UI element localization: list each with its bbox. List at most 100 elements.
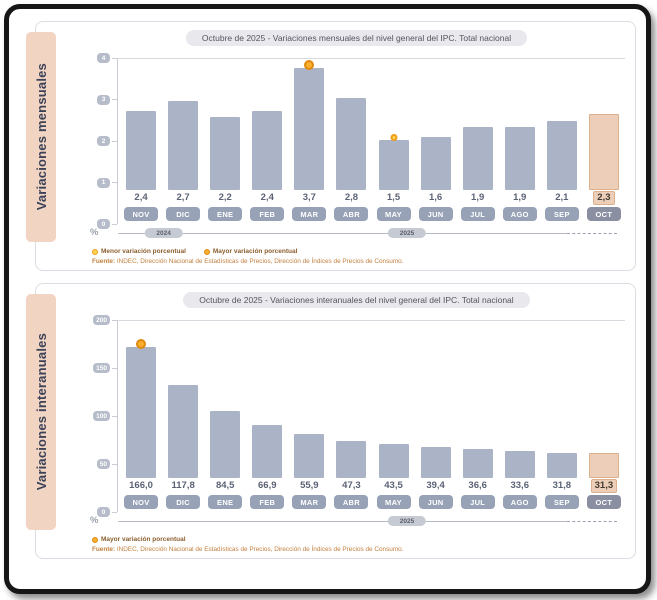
bar (294, 60, 325, 190)
bar (462, 449, 493, 478)
bar-zone (501, 320, 539, 478)
bar (378, 134, 409, 190)
bar-zone (585, 58, 623, 190)
chart-title: Octubre de 2025 - Variaciones interanual… (183, 292, 530, 308)
bar-value-label: 2,8 (344, 192, 359, 203)
bar (420, 137, 451, 190)
monthly-ipc-chart-panel: Variaciones mensuales Octubre de 2025 - … (26, 21, 636, 271)
y-tick-label: 150 (93, 363, 110, 373)
bar-zone (375, 320, 413, 478)
bar-zone (206, 320, 244, 478)
month-badge: MAR (292, 495, 327, 509)
bar-column: 2,2 ENE (206, 58, 244, 221)
bar (126, 111, 157, 190)
bar-zone (501, 58, 539, 190)
bar-zone (459, 58, 497, 190)
bar-value-label: 2,4 (260, 192, 274, 203)
sidebar-label: Variaciones interanuales (33, 333, 49, 491)
bar (588, 114, 619, 190)
bar-column: 2,4 NOV (122, 58, 160, 221)
bar-value-label: 31,8 (552, 480, 572, 491)
month-badge: ENE (208, 495, 243, 509)
bar-zone (122, 320, 160, 478)
y-tick-mark (112, 367, 117, 369)
legend-item: Mayor variación porcentual (203, 248, 297, 255)
y-tick-label: 2 (97, 136, 110, 146)
month-badge: NOV (124, 495, 159, 509)
month-badge: MAR (292, 207, 327, 221)
month-badge: AGO (502, 207, 537, 221)
y-tick-label: 100 (93, 411, 110, 421)
y-tick-label: 3 (97, 94, 110, 105)
bar-value-label: 31,3 (590, 479, 618, 493)
bar-zone (585, 320, 623, 478)
bar-value-label: 43,5 (384, 480, 403, 491)
month-badge: SEP (544, 495, 579, 509)
bar-value-label: 1,5 (386, 192, 401, 203)
bar-column: 47,3 ABR (332, 320, 370, 509)
year-badge: 2025 (387, 228, 427, 238)
legend-item: Menor variación porcentual (92, 248, 186, 255)
y-tick-mark (112, 319, 117, 321)
bar-zone (206, 58, 244, 190)
legend-item: Mayor variación porcentual (92, 536, 186, 543)
bar (546, 453, 577, 478)
bar-value-label: 2,2 (218, 192, 232, 203)
month-badge: AGO (502, 495, 537, 509)
y-axis: 4 3 2 1 0 (88, 53, 118, 229)
bar (168, 385, 199, 478)
bar-zone (417, 320, 455, 478)
source-note: Fuente: INDEC, Dirección Nacional de Est… (92, 546, 625, 553)
bar-value-label: 166,0 (129, 480, 153, 491)
y-tick-label: 50 (96, 459, 110, 469)
mayor-variation-dot-icon (203, 248, 210, 255)
bar-zone (290, 320, 328, 478)
bar-value-label: 39,4 (426, 480, 445, 491)
bar-value-label: 36,6 (468, 480, 487, 491)
bar-column: 1,6 JUN (417, 58, 455, 221)
month-badge: JUN (418, 207, 453, 221)
month-badge: MAY (376, 207, 411, 221)
bar-value-label: 66,9 (258, 480, 277, 491)
bar-value-label: 84,5 (215, 480, 235, 491)
y-tick-mark (112, 57, 117, 59)
source-label: Fuente: (92, 546, 116, 553)
bar-column: 2,1 SEP (543, 58, 581, 221)
bar-column: 1,5 MAY (375, 58, 413, 221)
interannual-ipc-chart-panel: Variaciones interanuales Octubre de 2025… (26, 283, 636, 559)
bar-value-label: 1,9 (513, 192, 527, 203)
percent-label: % (90, 515, 99, 526)
bar-value-label: 2,7 (176, 192, 190, 203)
bar-zone (543, 320, 581, 478)
y-tick-mark (112, 463, 117, 465)
max-marker-icon (136, 339, 147, 349)
bar (378, 444, 409, 478)
bar-value-label: 117,8 (171, 480, 195, 491)
x-axis-solid-segment (118, 521, 567, 522)
bar (546, 121, 577, 190)
bar-zone (417, 58, 455, 190)
source-note: Fuente: INDEC, Dirección Nacional de Est… (92, 258, 625, 265)
y-tick-mark (112, 99, 117, 100)
bar-zone (290, 58, 328, 190)
bar-column: 166,0 NOV (122, 320, 160, 509)
month-badge: DIC (166, 207, 201, 221)
bar-column: 2,7 DIC (164, 58, 202, 221)
bar (420, 447, 451, 478)
bar-zone (459, 320, 497, 478)
x-axis-line: % 2024 2025 (90, 227, 625, 242)
bar-value-label: 33,6 (510, 480, 529, 491)
y-axis: 200 150 100 50 0 (88, 315, 118, 517)
bar (336, 98, 367, 190)
bar-zone (164, 320, 202, 478)
bar-value-label: 47,3 (342, 480, 361, 491)
bar-column: 1,9 AGO (501, 58, 539, 221)
y-tick-label: 4 (97, 53, 110, 63)
bar (588, 453, 619, 478)
chart-title: Octubre de 2025 - Variaciones mensuales … (185, 30, 528, 46)
bar (210, 117, 241, 190)
max-marker-icon (304, 60, 315, 70)
y-tick-label: 0 (97, 219, 110, 229)
y-tick-mark (112, 223, 117, 225)
bar-value-label: 1,9 (471, 192, 485, 203)
